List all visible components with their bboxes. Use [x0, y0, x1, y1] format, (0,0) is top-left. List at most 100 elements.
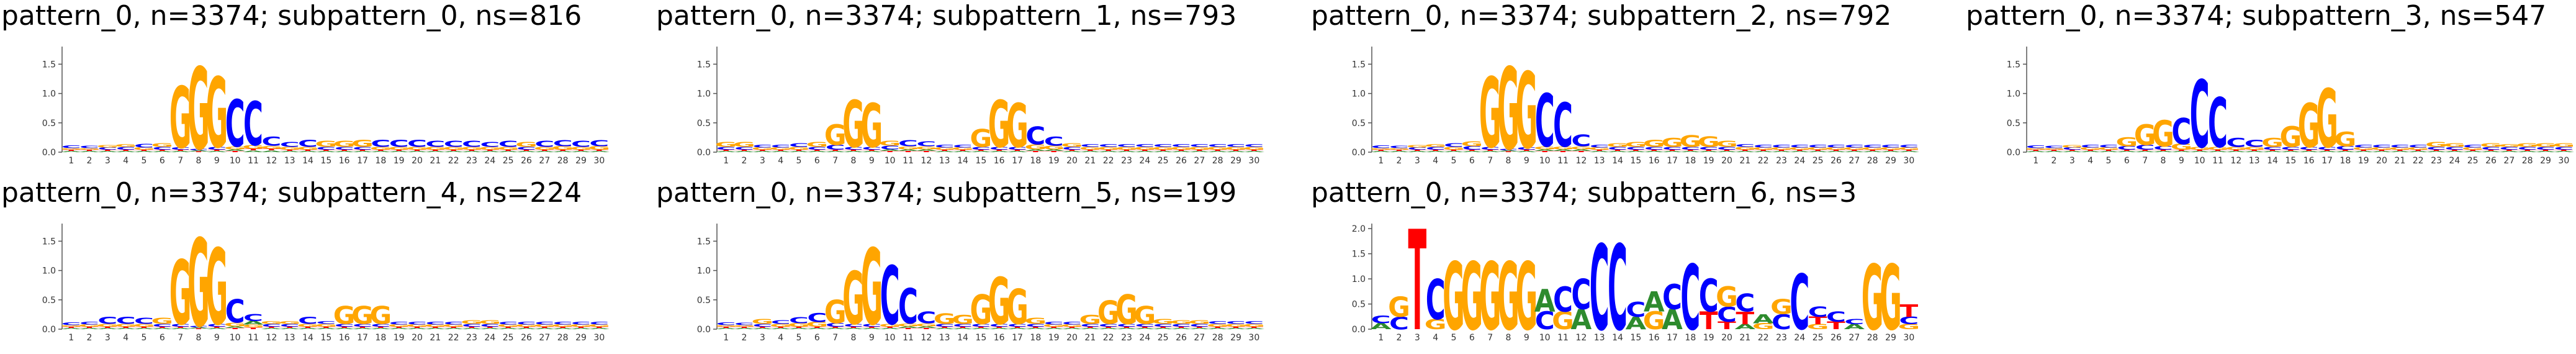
logo-letter-C: C — [826, 144, 845, 152]
logo-letter-G: G — [570, 146, 592, 150]
logo-letter-G: G — [879, 140, 901, 147]
x-tick-label: 30 — [593, 156, 605, 166]
logo-letter-A: A — [1025, 328, 1046, 330]
logo-letter-T: T — [2536, 150, 2555, 152]
logo-letter-T: T — [1081, 150, 1099, 152]
logo-letter-A: A — [1425, 151, 1446, 153]
logo-letter-A: A — [1098, 328, 1119, 330]
logo-letter-T: T — [953, 327, 972, 329]
logo-letter-T: T — [408, 150, 426, 152]
x-tick-label: 8 — [1506, 333, 1511, 343]
x-tick-label: 24 — [484, 156, 495, 166]
x-tick-label: 21 — [430, 333, 441, 343]
logo-letter-C: C — [1772, 144, 1791, 148]
logo-letter-A: A — [1079, 151, 1101, 153]
x-tick-label: 4 — [778, 333, 783, 343]
logo-letter-G: G — [1061, 143, 1083, 148]
x-tick-label: 4 — [123, 156, 128, 166]
logo-letter-G: G — [770, 147, 792, 151]
x-tick-label: 8 — [196, 156, 202, 166]
logo-letter-C: C — [225, 86, 245, 161]
logo-letter-C: C — [2372, 144, 2392, 148]
y-tick-label: 1.5 — [697, 237, 711, 247]
x-tick-label: 22 — [1758, 333, 1769, 343]
logo-letter-C: C — [1881, 144, 1901, 148]
logo-letter-T: T — [735, 327, 754, 329]
logo-letter-G: G — [860, 91, 883, 161]
logo-letter-A: A — [1734, 323, 1755, 331]
logo-letter-G: G — [479, 146, 501, 150]
logo-letter-G: G — [1207, 146, 1229, 150]
x-tick-label: 22 — [2413, 156, 2424, 166]
logo-letter-T: T — [1045, 327, 1063, 329]
logo-letter-G: G — [369, 146, 392, 150]
logo-letter-C: C — [2062, 147, 2082, 151]
logo-letter-C: C — [134, 143, 154, 148]
logo-letter-G: G — [1406, 145, 1428, 148]
logo-letter-C: C — [1717, 303, 1737, 327]
x-tick-label: 23 — [1121, 156, 1132, 166]
logo-letter-C: C — [516, 146, 536, 150]
logo-letter-C: C — [1044, 321, 1064, 325]
logo-letter-G: G — [205, 57, 228, 170]
x-tick-label: 1 — [68, 333, 74, 343]
x-tick-label: 24 — [1139, 333, 1150, 343]
logo-letter-G: G — [315, 323, 337, 327]
x-tick-label: 19 — [1048, 156, 1060, 166]
x-tick-label: 20 — [1721, 333, 1732, 343]
logo-letter-C: C — [1426, 146, 1446, 150]
logo-letter-A: A — [1662, 151, 1683, 153]
logo-letter-G: G — [842, 87, 865, 162]
x-tick-label: 7 — [832, 333, 838, 343]
logo-letter-A: A — [1116, 328, 1137, 330]
y-tick-label: 1.5 — [1352, 60, 1366, 70]
logo-letter-T: T — [299, 150, 317, 152]
logo-letter-A: A — [880, 328, 901, 330]
logo-letter-A: A — [2444, 151, 2465, 153]
logo-letter-T: T — [535, 150, 554, 152]
logo-letter-G: G — [1807, 147, 1829, 151]
logo-letter-T: T — [1245, 150, 1263, 152]
x-tick-label: 6 — [814, 333, 820, 343]
logo-letter-G: G — [1425, 317, 1447, 333]
logo-letter-A: A — [1534, 149, 1556, 152]
x-tick-label: 17 — [1012, 333, 1023, 343]
logo-letter-A: A — [97, 328, 118, 330]
logo-letter-G: G — [1898, 147, 1920, 151]
logo-letter-G: G — [1115, 288, 1138, 334]
logo-letter-C: C — [1608, 146, 1628, 150]
x-tick-label: 1 — [1378, 156, 1384, 166]
logo-letter-G: G — [588, 324, 610, 328]
logo-letter-T: T — [117, 327, 135, 329]
logo-letter-G: G — [2552, 143, 2575, 148]
logo-letter-T: T — [1572, 151, 1590, 153]
logo-letter-G: G — [934, 311, 956, 328]
logo-letter-C: C — [2354, 144, 2374, 148]
x-tick-label: 24 — [484, 333, 495, 343]
logo-letter-A: A — [1607, 151, 1628, 153]
logo-letter-T: T — [1845, 150, 1863, 152]
logo-letter-T: T — [2063, 150, 2081, 152]
x-tick-label: 1 — [2033, 156, 2038, 166]
panel-title: pattern_0, n=3374; subpattern_5, ns=199 — [656, 177, 1237, 209]
x-tick-label: 16 — [1649, 333, 1660, 343]
logo-letter-T: T — [317, 150, 335, 152]
x-tick-label: 18 — [2340, 156, 2351, 166]
logo-letter-T: T — [2500, 150, 2518, 152]
logo-letter-A: A — [1389, 151, 1410, 153]
logo-letter-C: C — [898, 279, 918, 335]
x-tick-label: 8 — [851, 333, 857, 343]
logo-letter-C: C — [1025, 323, 1045, 327]
x-tick-label: 30 — [1248, 156, 1259, 166]
x-tick-label: 17 — [2322, 156, 2333, 166]
panel-title: pattern_0, n=3374; subpattern_6, ns=3 — [1311, 177, 1857, 209]
x-tick-label: 18 — [1685, 156, 1696, 166]
x-tick-label: 25 — [1158, 156, 1169, 166]
logo-letter-T: T — [444, 327, 463, 329]
logo-letter-A: A — [752, 328, 773, 330]
logo-letter-C: C — [807, 311, 827, 325]
logo-letter-C: C — [261, 135, 281, 148]
logo-letter-T: T — [1772, 150, 1791, 152]
logo-letter-A: A — [1808, 151, 1829, 153]
x-tick-label: 18 — [1030, 156, 1041, 166]
